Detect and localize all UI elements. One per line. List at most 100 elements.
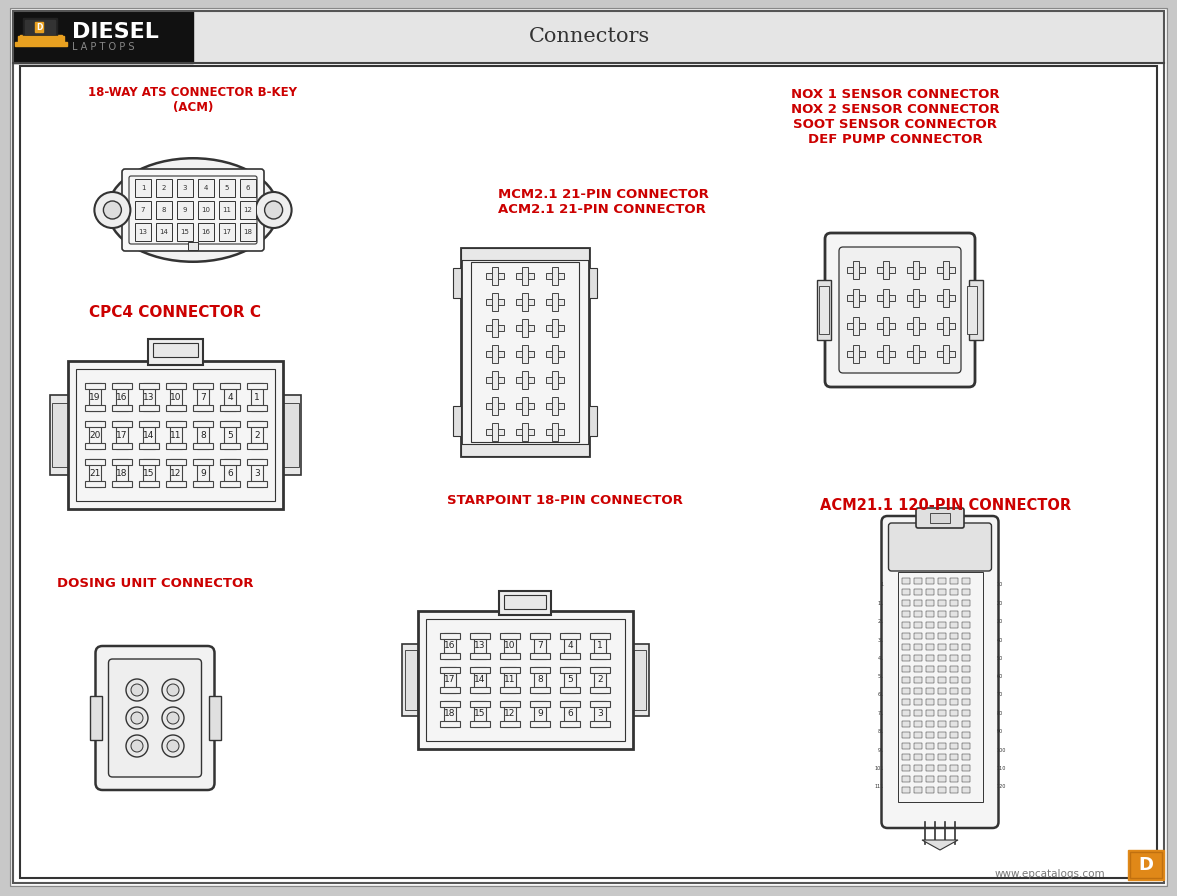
Bar <box>938 688 946 694</box>
Bar <box>240 201 257 219</box>
Bar <box>962 688 970 694</box>
Bar <box>950 655 958 661</box>
Text: 61: 61 <box>877 693 884 697</box>
Bar <box>530 701 550 707</box>
Bar <box>426 619 625 741</box>
Bar <box>117 421 128 449</box>
Bar <box>937 267 955 273</box>
Bar <box>444 701 455 727</box>
Bar <box>915 754 922 760</box>
Bar <box>486 324 504 332</box>
Bar <box>938 677 946 683</box>
Bar <box>594 701 606 727</box>
Bar <box>915 644 922 650</box>
Bar <box>219 179 235 197</box>
Bar <box>950 732 958 738</box>
Bar <box>166 443 186 449</box>
Bar <box>13 11 193 63</box>
Bar <box>915 589 922 595</box>
Bar <box>193 459 213 465</box>
Text: STARPOINT 18-PIN CONNECTOR: STARPOINT 18-PIN CONNECTOR <box>447 494 683 507</box>
Bar <box>912 289 919 307</box>
Text: 6: 6 <box>567 710 573 719</box>
Bar <box>926 666 935 672</box>
Bar <box>516 402 534 409</box>
Bar <box>926 765 935 771</box>
Bar <box>962 622 970 628</box>
Bar <box>902 655 910 661</box>
Bar <box>139 405 159 411</box>
Bar <box>950 633 958 639</box>
Bar <box>915 699 922 705</box>
Bar <box>938 721 946 727</box>
Bar <box>926 688 935 694</box>
Bar <box>852 345 859 363</box>
Bar <box>907 323 925 330</box>
Bar <box>135 201 151 219</box>
Bar <box>950 677 958 683</box>
Bar <box>938 787 946 793</box>
Bar <box>500 701 520 707</box>
Bar <box>530 653 550 659</box>
Bar <box>530 687 550 693</box>
Text: 4: 4 <box>227 392 233 401</box>
Bar <box>169 459 182 487</box>
Bar <box>35 22 44 32</box>
Bar <box>938 765 946 771</box>
Bar <box>962 600 970 606</box>
Bar <box>938 622 946 628</box>
Bar <box>926 622 935 628</box>
Bar <box>142 421 155 449</box>
Bar <box>560 687 580 693</box>
Bar <box>926 644 935 650</box>
Bar <box>85 459 105 465</box>
Bar <box>926 710 935 716</box>
Bar <box>938 732 946 738</box>
Bar <box>950 600 958 606</box>
Bar <box>950 765 958 771</box>
Bar <box>530 633 550 639</box>
Bar <box>516 298 534 306</box>
Text: 10: 10 <box>504 642 516 650</box>
Bar <box>486 402 504 409</box>
Bar <box>552 267 558 285</box>
Text: 18: 18 <box>244 229 253 235</box>
Bar <box>915 787 922 793</box>
Circle shape <box>255 192 292 228</box>
Bar <box>552 397 558 415</box>
Bar <box>18 36 64 42</box>
Bar <box>552 345 558 363</box>
Bar <box>440 667 460 673</box>
FancyBboxPatch shape <box>916 508 964 528</box>
Bar <box>907 350 925 358</box>
Bar <box>157 223 172 241</box>
Bar <box>938 710 946 716</box>
Bar <box>902 754 910 760</box>
Text: 17: 17 <box>117 430 128 440</box>
Bar <box>197 383 210 411</box>
Text: 4: 4 <box>204 185 208 191</box>
Bar <box>135 223 151 241</box>
FancyBboxPatch shape <box>825 233 975 387</box>
Text: 10: 10 <box>201 207 211 213</box>
Bar <box>486 376 504 383</box>
Bar <box>962 776 970 782</box>
Text: 31: 31 <box>877 637 884 642</box>
Bar <box>546 428 564 435</box>
Bar <box>902 721 910 727</box>
Text: 9: 9 <box>200 469 206 478</box>
Bar <box>153 343 198 357</box>
Bar <box>117 383 128 411</box>
Bar <box>219 201 235 219</box>
Circle shape <box>104 201 121 219</box>
Bar <box>852 317 859 335</box>
Bar <box>15 42 67 46</box>
Bar <box>962 710 970 716</box>
Bar <box>193 405 213 411</box>
Bar <box>950 754 958 760</box>
Bar <box>521 371 528 389</box>
Bar <box>962 732 970 738</box>
Bar <box>950 622 958 628</box>
Bar <box>552 319 558 337</box>
Text: 3: 3 <box>254 469 260 478</box>
